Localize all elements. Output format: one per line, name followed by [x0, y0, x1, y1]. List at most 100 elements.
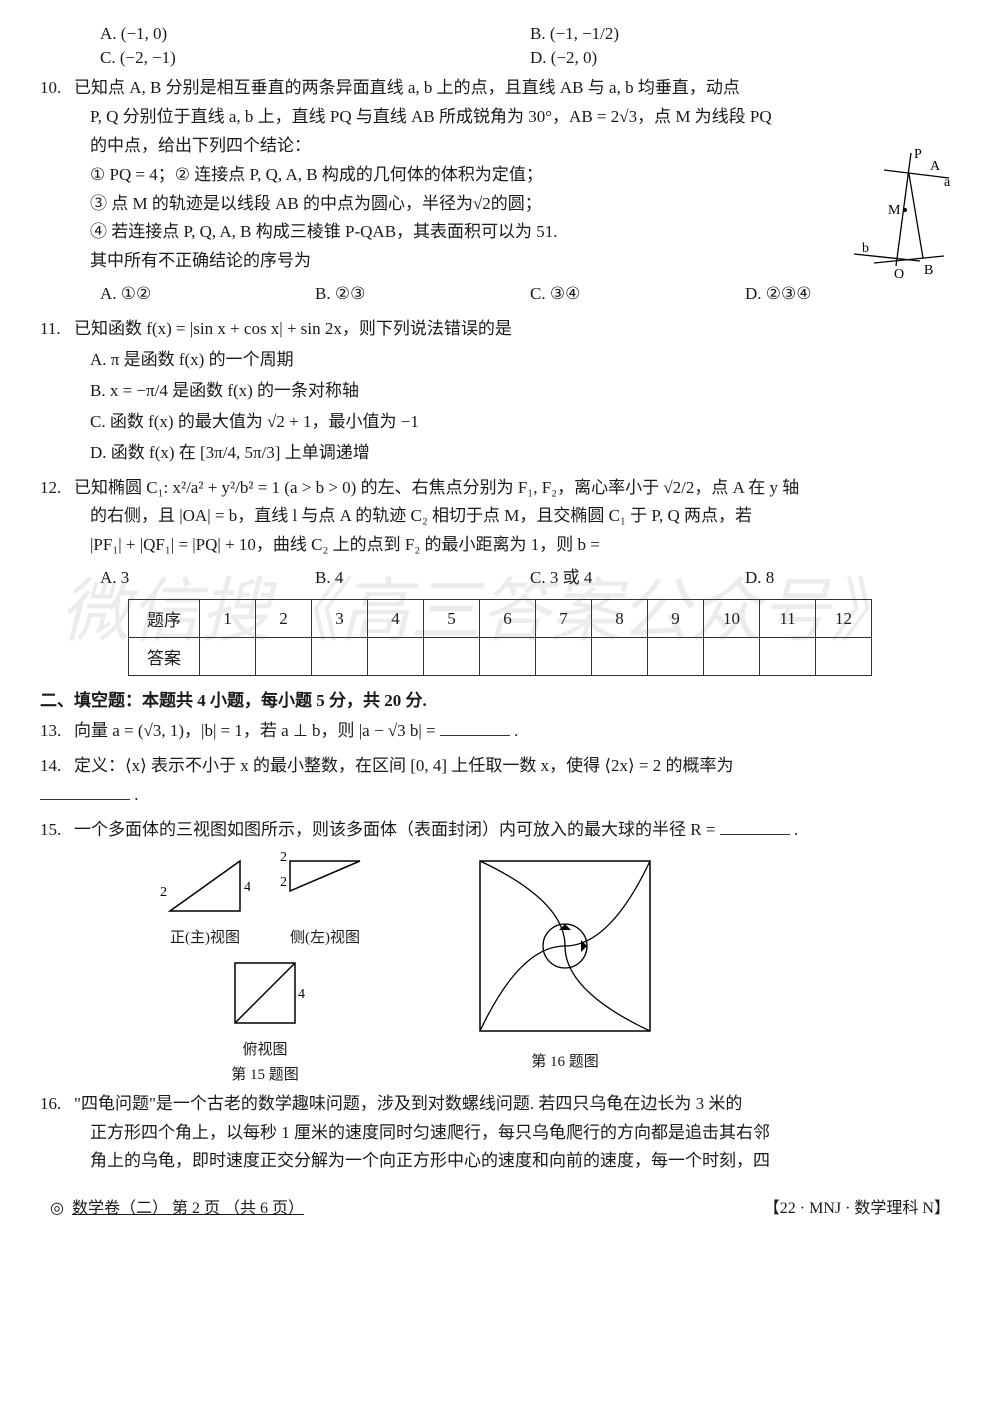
q12-text-2: 的右侧，且 |OA| = b，直线 l 与点 A 的轨迹 C₂ 相切于点 M，且…: [40, 502, 960, 531]
q14-text: 定义：⟨x⟩ 表示不小于 x 的最小整数，在区间 [0, 4] 上任取一数 x，…: [74, 756, 733, 775]
q9-option-a: A. (−1, 0): [100, 24, 530, 44]
svg-text:2: 2: [280, 851, 287, 865]
page-footer: 数学卷（二） 第 2 页 （共 6 页） 【22 · MNJ · 数学理科 N】: [40, 1194, 960, 1218]
q13-text: 向量 a = (√3, 1)，|b| = 1，若 a ⊥ b，则 |a − √3…: [74, 721, 440, 740]
footer-right: 【22 · MNJ · 数学理科 N】: [764, 1194, 950, 1218]
answer-table: 题序 1 2 3 4 5 6 7 8 9 10 11 12 答案: [128, 599, 872, 676]
q12-text-1: 已知椭圆 C₁: x²/a² + y²/b² = 1 (a > b > 0) 的…: [74, 478, 799, 497]
footer-left: 数学卷（二） 第 2 页 （共 6 页）: [50, 1194, 304, 1218]
q11-option-d: D. 函数 f(x) 在 [3π/4, 5π/3] 上单调递增: [40, 439, 960, 468]
answer-table-col-3: 3: [312, 600, 368, 638]
q15-top-view: 4 俯视图: [160, 953, 370, 1059]
answer-table-header-row: 题序 1 2 3 4 5 6 7 8 9 10 11 12: [129, 600, 872, 638]
answer-cell[interactable]: [536, 638, 592, 676]
svg-text:2: 2: [280, 875, 287, 890]
q16-text-3: 角上的乌龟，即时速度正交分解为一个向正方形中心的速度和向前的速度，每一个时刻，四: [40, 1147, 960, 1176]
answer-table-col-1: 1: [200, 600, 256, 638]
answer-cell[interactable]: [368, 638, 424, 676]
q16-caption: 第 16 题图: [470, 1050, 660, 1071]
question-11: 11.已知函数 f(x) = |sin x + cos x| + sin 2x，…: [40, 315, 960, 467]
svg-text:4: 4: [298, 987, 305, 1002]
answer-table-answer-label: 答案: [129, 638, 200, 676]
answer-table-col-9: 9: [648, 600, 704, 638]
q11-option-b: B. x = −π/4 是函数 f(x) 的一条对称轴: [40, 377, 960, 406]
svg-text:2: 2: [160, 885, 167, 900]
answer-table-col-6: 6: [480, 600, 536, 638]
q16-number: 16.: [40, 1090, 74, 1119]
section-2-title: 二、填空题：本题共 4 小题，每小题 5 分，共 20 分.: [40, 686, 960, 711]
q12-number: 12.: [40, 474, 74, 503]
q11-number: 11.: [40, 315, 74, 344]
question-12: 12.已知椭圆 C₁: x²/a² + y²/b² = 1 (a > b > 0…: [40, 474, 960, 594]
q11-option-c: C. 函数 f(x) 的最大值为 √2 + 1，最小值为 −1: [40, 408, 960, 437]
answer-table-header-label: 题序: [129, 600, 200, 638]
q9-options-row1: A. (−1, 0) B. (−1, −1/2): [100, 24, 960, 44]
answer-table-col-11: 11: [760, 600, 816, 638]
q15-text: 一个多面体的三视图如图所示，则该多面体（表面封闭）内可放入的最大球的半径 R =: [74, 820, 720, 839]
question-16: 16."四龟问题"是一个古老的数学趣味问题，涉及到对数螺线问题. 若四只乌龟在边…: [40, 1090, 960, 1177]
answer-cell[interactable]: [200, 638, 256, 676]
q9-option-b: B. (−1, −1/2): [530, 24, 960, 44]
answer-cell[interactable]: [816, 638, 872, 676]
answer-table-answer-row: 答案: [129, 638, 872, 676]
q10-figure: P A a M b Q B: [814, 148, 954, 278]
q10-option-a: A. ①②: [100, 280, 315, 309]
answer-cell[interactable]: [648, 638, 704, 676]
q10-options: A. ①② B. ②③ C. ③④ D. ②③④: [40, 280, 960, 309]
svg-text:M: M: [888, 203, 901, 218]
q12-option-b: B. 4: [315, 564, 530, 593]
answer-cell[interactable]: [592, 638, 648, 676]
question-14: 14.定义：⟨x⟩ 表示不小于 x 的最小整数，在区间 [0, 4] 上任取一数…: [40, 752, 960, 810]
q10-option-c: C. ③④: [530, 280, 745, 309]
q13-number: 13.: [40, 717, 74, 746]
q16-text-1: "四龟问题"是一个古老的数学趣味问题，涉及到对数螺线问题. 若四只乌龟在边长为 …: [74, 1094, 742, 1113]
q11-option-a: A. π 是函数 f(x) 的一个周期: [40, 346, 960, 375]
answer-table-col-4: 4: [368, 600, 424, 638]
q10-option-d: D. ②③④: [745, 280, 960, 309]
question-13: 13.向量 a = (√3, 1)，|b| = 1，若 a ⊥ b，则 |a −…: [40, 717, 960, 746]
q15-front-view: 2 4 正(主)视图: [160, 851, 250, 947]
answer-cell[interactable]: [424, 638, 480, 676]
q14-number: 14.: [40, 752, 74, 781]
question-15: 15.一个多面体的三视图如图所示，则该多面体（表面封闭）内可放入的最大球的半径 …: [40, 816, 960, 845]
q12-option-d: D. 8: [745, 564, 960, 593]
q10-text-1: 已知点 A, B 分别是相互垂直的两条异面直线 a, b 上的点，且直线 AB …: [74, 78, 740, 97]
answer-cell[interactable]: [256, 638, 312, 676]
q15-figure-group: 2 4 正(主)视图 2 2 侧(左)视图: [160, 851, 370, 1084]
answer-cell[interactable]: [312, 638, 368, 676]
q9-option-d: D. (−2, 0): [530, 48, 960, 68]
svg-text:b: b: [862, 241, 869, 256]
q15-q16-figures: 2 4 正(主)视图 2 2 侧(左)视图: [40, 851, 960, 1084]
svg-text:P: P: [914, 148, 922, 162]
q16-text-2: 正方形四个角上，以每秒 1 厘米的速度同时匀速爬行，每只乌龟爬行的方向都是追击其…: [40, 1119, 960, 1148]
svg-text:B: B: [924, 263, 933, 278]
q12-text-3: |PF₁| + |QF₁| = |PQ| + 10，曲线 C₂ 上的点到 F₂ …: [40, 531, 960, 560]
q15-number: 15.: [40, 816, 74, 845]
q9-option-c: C. (−2, −1): [100, 48, 530, 68]
q16-figure: 第 16 题图: [470, 851, 660, 1071]
q15-caption: 第 15 题图: [160, 1063, 370, 1084]
answer-table-col-7: 7: [536, 600, 592, 638]
q14-blank[interactable]: [40, 782, 130, 800]
q11-text: 已知函数 f(x) = |sin x + cos x| + sin 2x，则下列…: [74, 319, 512, 338]
answer-cell[interactable]: [480, 638, 536, 676]
svg-text:a: a: [944, 175, 951, 190]
answer-table-col-10: 10: [704, 600, 760, 638]
answer-cell[interactable]: [704, 638, 760, 676]
q12-option-c: C. 3 或 4: [530, 564, 745, 593]
q12-option-a: A. 3: [100, 564, 315, 593]
q12-options: A. 3 B. 4 C. 3 或 4 D. 8: [40, 564, 960, 593]
q10-option-b: B. ②③: [315, 280, 530, 309]
q9-options-row2: C. (−2, −1) D. (−2, 0): [100, 48, 960, 68]
answer-table-col-5: 5: [424, 600, 480, 638]
q10-number: 10.: [40, 74, 74, 103]
svg-text:Q: Q: [894, 267, 904, 278]
answer-table-col-12: 12: [816, 600, 872, 638]
answer-cell[interactable]: [760, 638, 816, 676]
q15-blank[interactable]: [720, 817, 790, 835]
q13-blank[interactable]: [440, 718, 510, 736]
q15-side-view: 2 2 侧(左)视图: [280, 851, 370, 947]
q10-text-2: P, Q 分别位于直线 a, b 上，直线 PQ 与直线 AB 所成锐角为 30…: [40, 103, 960, 132]
answer-table-col-8: 8: [592, 600, 648, 638]
svg-text:4: 4: [244, 880, 250, 895]
